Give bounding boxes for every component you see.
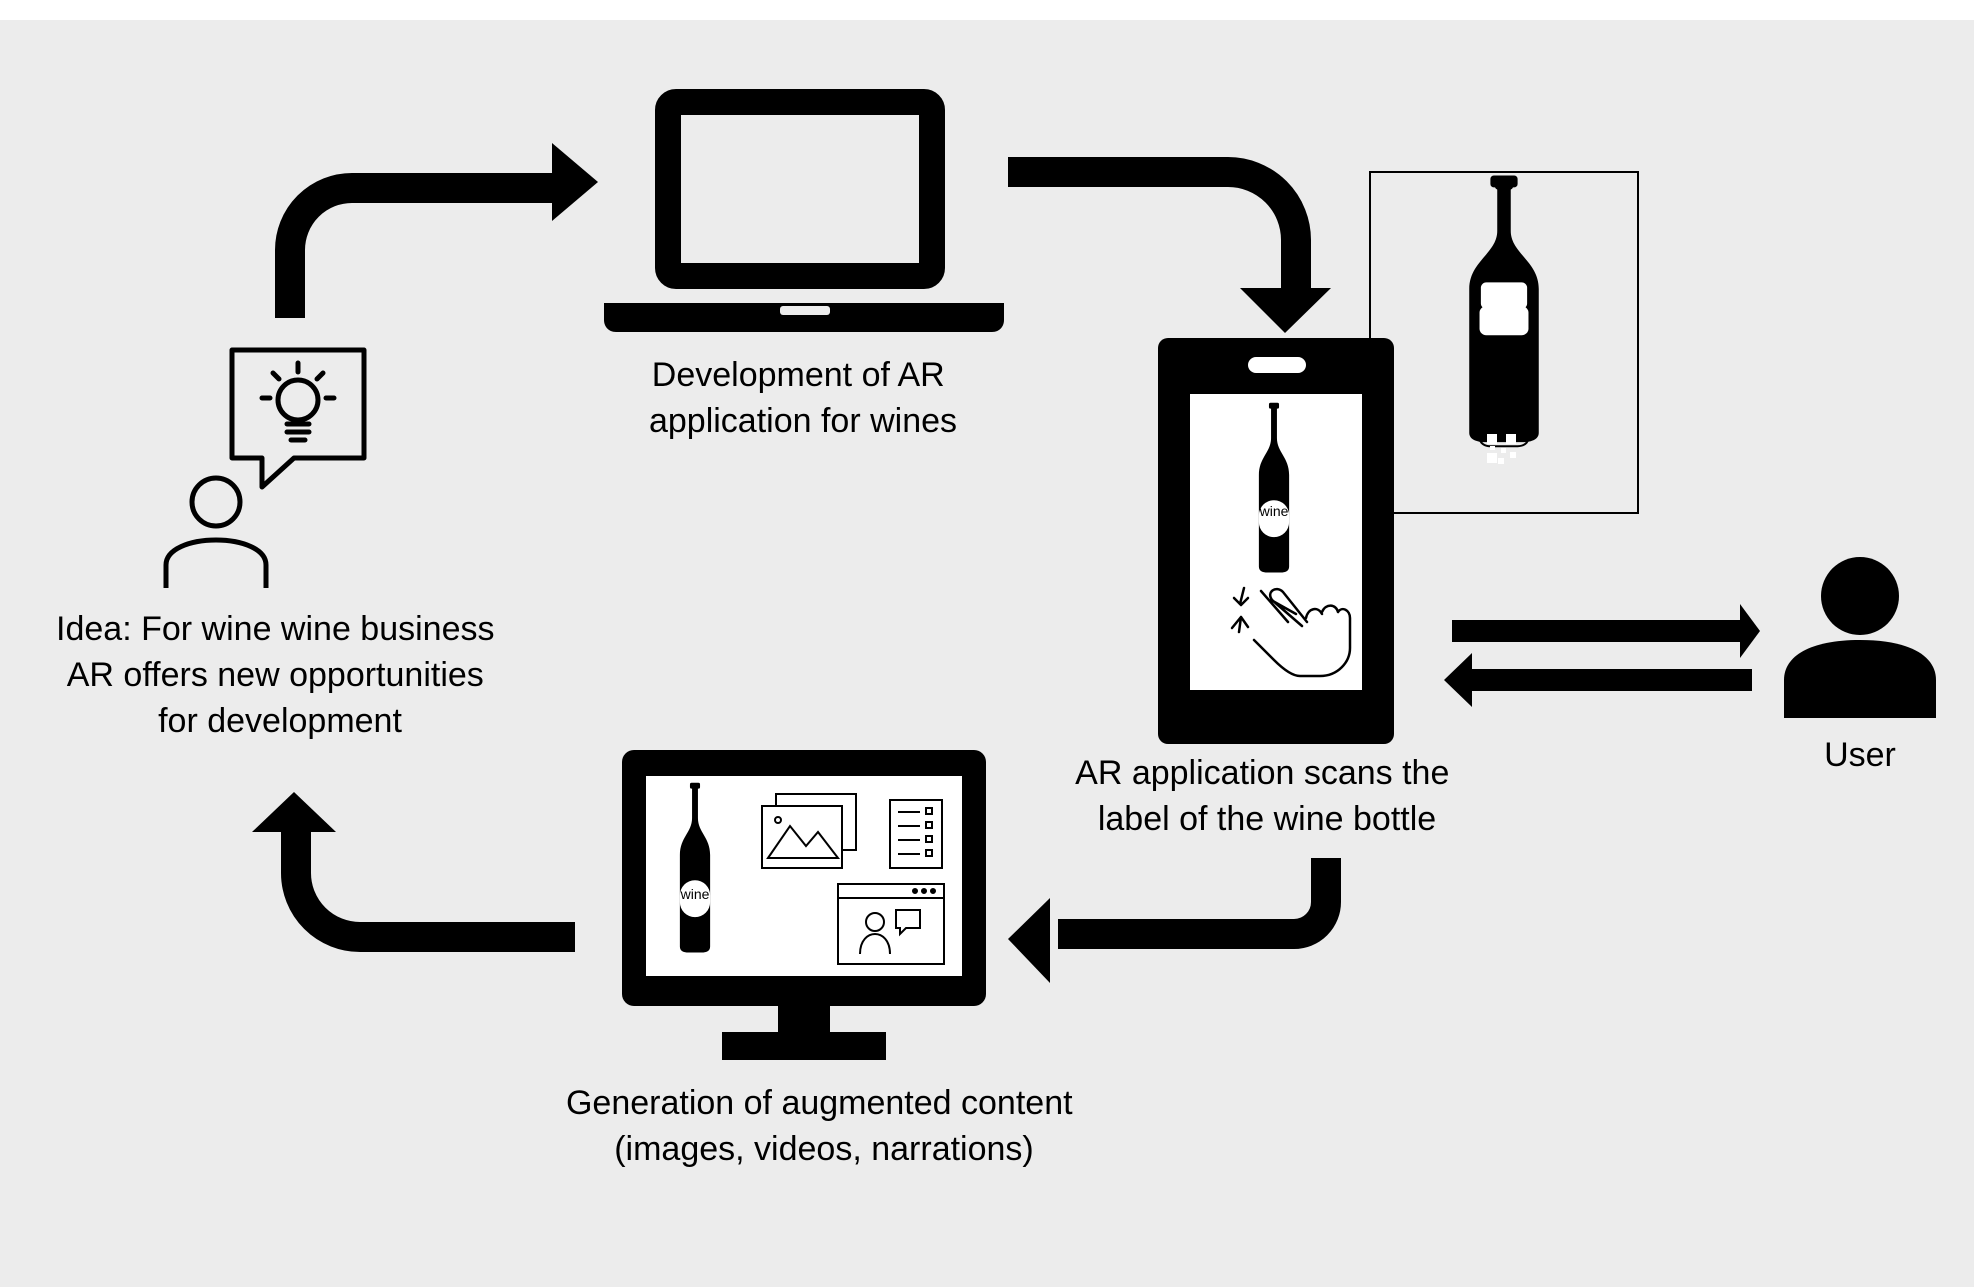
idea-caption: Idea: For wine wine business AR offers n… — [56, 610, 504, 740]
arrow-user-to-phone — [1444, 653, 1752, 707]
speech-bubble-icon — [229, 347, 367, 490]
idea-caption-line: for development — [158, 702, 402, 740]
monitor-bottle-label: wine — [680, 886, 710, 902]
user-icon — [1784, 557, 1936, 718]
scan-caption-line: label of the wine bottle — [1098, 800, 1436, 838]
arrow-phone-to-generation — [1008, 858, 1341, 983]
user-label: User — [1824, 736, 1896, 774]
idea-caption-line: AR offers new opportunities — [67, 656, 484, 694]
generation-caption: Generation of augmented content (images,… — [566, 1084, 1082, 1168]
wine-bottle-icon — [1258, 402, 1290, 573]
image-icon — [761, 793, 857, 869]
person-outline-icon — [163, 475, 269, 588]
development-caption: Development of AR application for wines — [649, 356, 957, 440]
scan-caption-line: AR application scans the — [1075, 754, 1449, 792]
lightbulb-icon — [259, 360, 337, 443]
video-call-icon — [837, 883, 945, 965]
idea-caption-line: Idea: For wine wine business — [56, 610, 494, 648]
arrow-phone-to-user — [1452, 604, 1760, 658]
diagram-background — [0, 20, 1974, 1287]
phone-bottle-label: wine — [1259, 503, 1289, 519]
hand-tap-icon — [1230, 586, 1352, 678]
closeup-bottle-label: wine — [1469, 364, 1536, 400]
arrow-development-to-phone — [1008, 157, 1331, 333]
development-caption-line: application for wines — [649, 402, 957, 440]
qr-code-icon — [1487, 434, 1516, 464]
smartphone-icon — [1158, 338, 1394, 744]
development-caption-line: Development of AR — [652, 356, 945, 394]
laptop-icon — [604, 89, 1004, 332]
arrow-idea-to-development — [275, 143, 598, 318]
wine-bottle-icon — [1469, 175, 1539, 443]
generation-caption-line: Generation of augmented content — [566, 1084, 1073, 1122]
wine-bottle-icon — [679, 782, 711, 953]
generation-caption-line: (images, videos, narrations) — [614, 1130, 1034, 1168]
arrow-generation-to-idea — [252, 792, 575, 952]
scan-caption: AR application scans the label of the wi… — [1075, 754, 1459, 838]
checklist-icon — [889, 799, 943, 869]
